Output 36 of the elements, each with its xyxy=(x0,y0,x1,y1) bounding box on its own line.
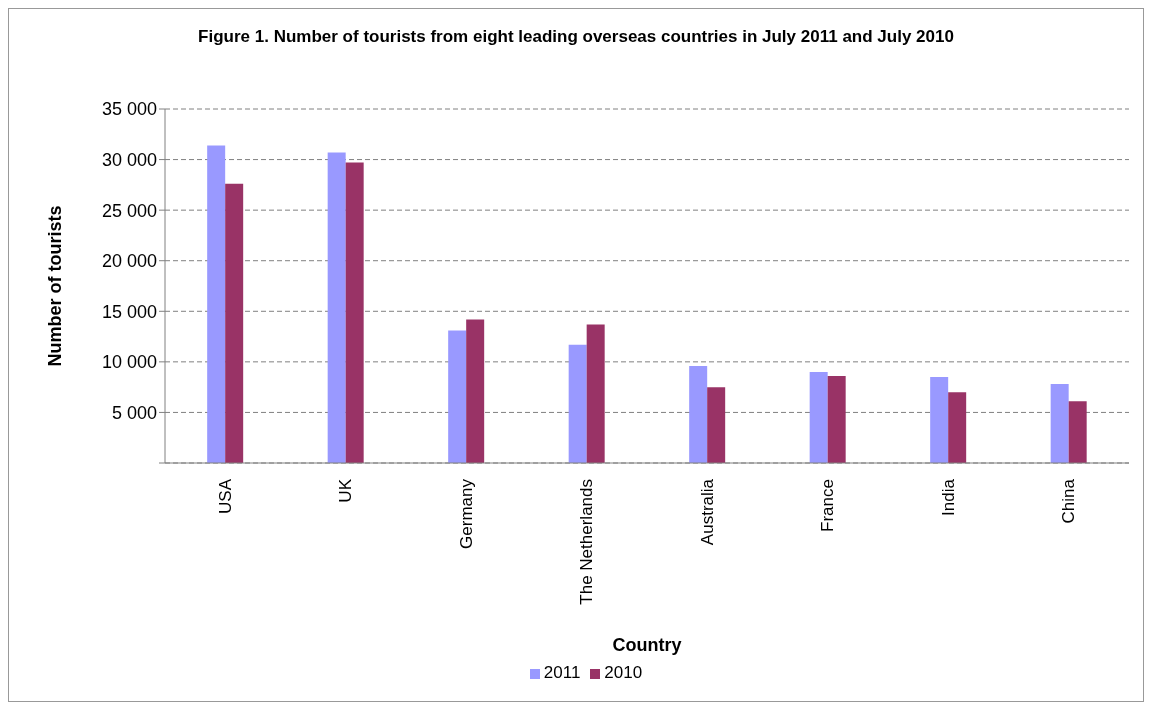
chart-title: Figure 1. Number of tourists from eight leading overseas countries in July 2011 and July 2010 xyxy=(197,27,955,47)
bar xyxy=(827,376,846,463)
x-tick-label: USA xyxy=(215,478,235,514)
bar xyxy=(1050,384,1069,463)
x-tick-label: Germany xyxy=(456,478,476,549)
y-tick-label: 20 000 xyxy=(101,251,157,272)
bar xyxy=(448,330,467,463)
bar xyxy=(707,387,726,463)
bar xyxy=(345,162,364,463)
bar xyxy=(466,319,485,463)
x-tick-label: Australia xyxy=(697,478,717,546)
bar xyxy=(586,324,605,463)
y-tick-label: 5 000 xyxy=(111,402,157,423)
x-tick-label: India xyxy=(938,478,958,516)
y-tick-label: 35 000 xyxy=(101,99,157,120)
legend-label: 2010 xyxy=(604,663,643,682)
y-tick-label: 10 000 xyxy=(101,352,157,373)
bar xyxy=(1068,401,1087,463)
x-tick-label: UK xyxy=(336,478,356,503)
bar xyxy=(689,365,708,463)
x-tick-label: France xyxy=(818,479,838,532)
y-axis-title: Number of tourists xyxy=(45,205,66,367)
bar xyxy=(930,377,949,463)
bar xyxy=(327,152,346,463)
y-tick-label: 25 000 xyxy=(101,200,157,221)
bar xyxy=(207,145,226,463)
bar xyxy=(225,183,244,463)
x-axis-title: Country xyxy=(612,635,682,655)
legend-label: 2011 xyxy=(543,663,581,682)
bar xyxy=(948,392,967,463)
x-tick-label: China xyxy=(1059,478,1079,524)
y-tick-label: 30 000 xyxy=(101,149,157,170)
bar xyxy=(809,371,828,463)
y-tick-label: 15 000 xyxy=(101,301,157,322)
x-tick-label: The Netherlands xyxy=(577,479,597,605)
bar xyxy=(568,344,587,463)
